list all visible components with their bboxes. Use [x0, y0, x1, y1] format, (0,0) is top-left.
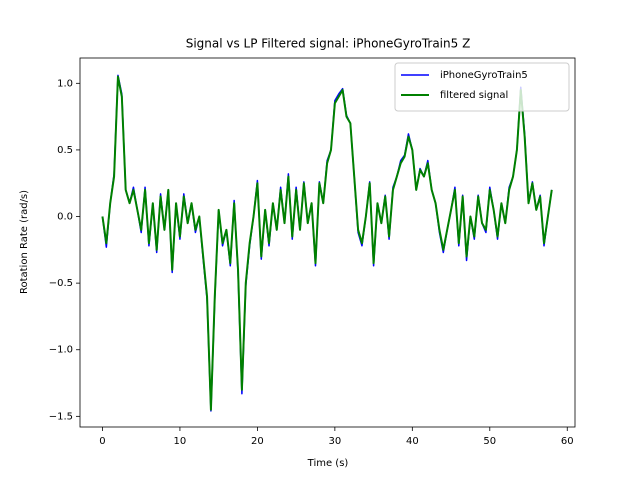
x-tick-label: 40 — [406, 436, 419, 447]
x-tick-label: 0 — [99, 436, 105, 447]
y-tick-label: −0.5 — [49, 278, 73, 289]
x-tick-label: 20 — [251, 436, 264, 447]
x-tick-label: 10 — [174, 436, 187, 447]
y-tick-label: 0.5 — [57, 145, 73, 156]
legend-box — [394, 62, 570, 112]
series-line — [101, 75, 553, 411]
legend-label: filtered signal — [440, 90, 508, 101]
x-tick-label: 50 — [483, 436, 496, 447]
y-tick-label: −1.5 — [49, 411, 73, 422]
chart-title: Signal vs LP Filtered signal: iPhoneGyro… — [186, 37, 471, 51]
x-tick-label: 60 — [561, 436, 574, 447]
plot-frame — [79, 57, 576, 428]
y-axis-label: Rotation Rate (rad/s) — [19, 190, 30, 294]
series-line — [101, 74, 553, 412]
x-tick-label: 30 — [328, 436, 341, 447]
y-tick-label: 1.0 — [57, 78, 73, 89]
legend-label: iPhoneGyroTrain5 — [440, 70, 528, 81]
y-tick-label: −1.0 — [49, 345, 73, 356]
y-tick-label: 0.0 — [57, 212, 73, 223]
x-axis-label: Time (s) — [307, 458, 349, 469]
